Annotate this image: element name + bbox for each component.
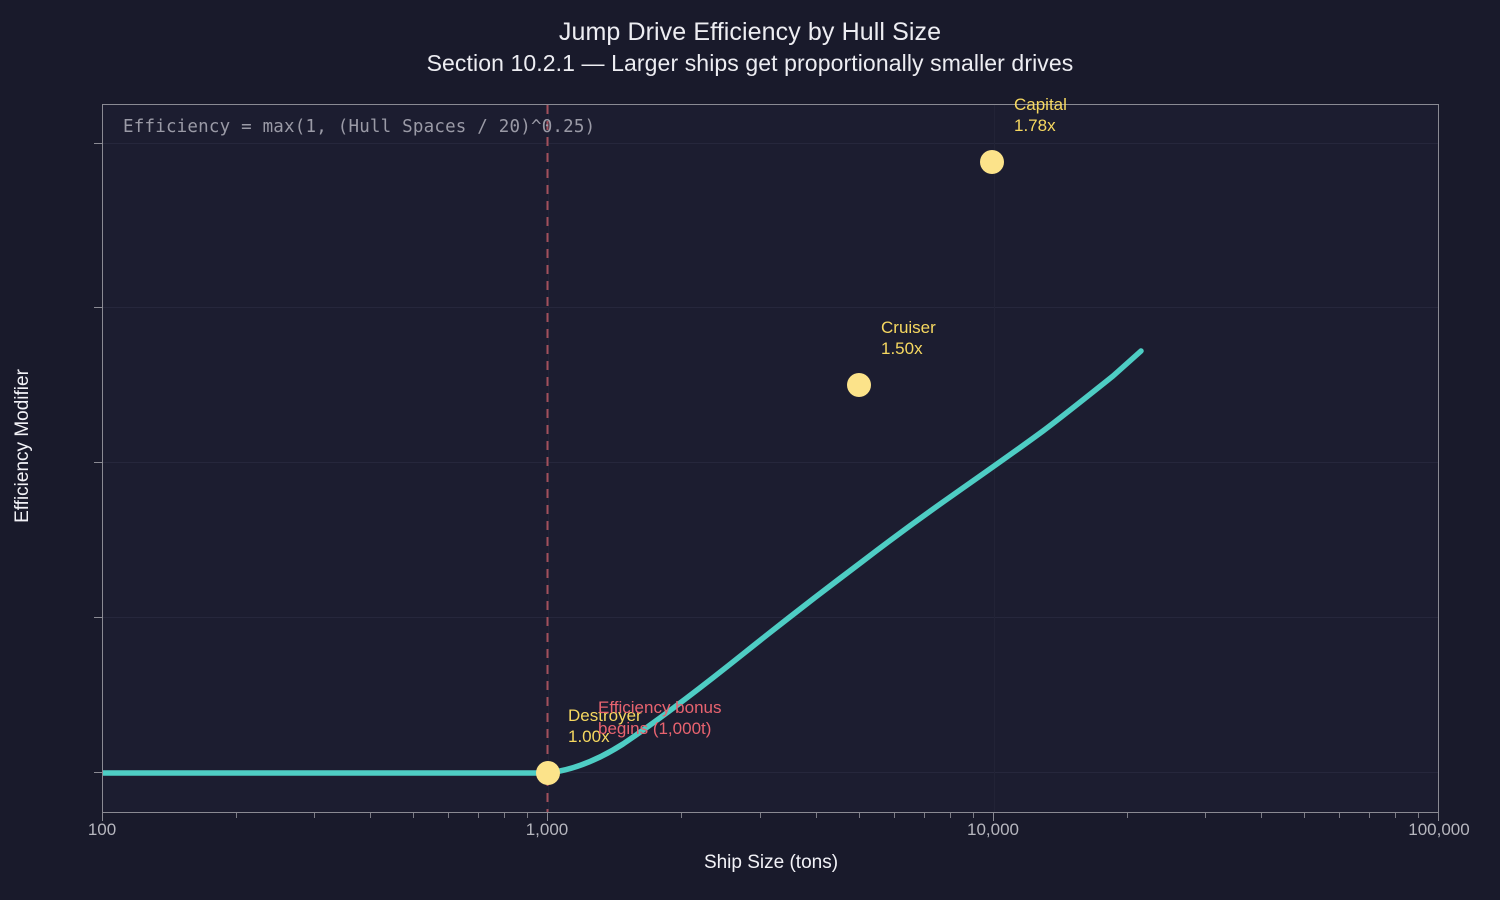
x-tick-minor xyxy=(314,813,316,818)
x-tick-label-100000: 100,000 xyxy=(1408,820,1470,839)
x-tick-mark-1000 xyxy=(547,813,549,821)
y-tick-mark-1.6 xyxy=(94,307,102,309)
x-tick-minor xyxy=(1205,813,1207,818)
x-tick-minor xyxy=(370,813,372,818)
chart-subtitle: Section 10.2.1 — Larger ships get propor… xyxy=(426,50,1074,76)
y-tick-mark-1.8 xyxy=(94,143,102,145)
x-tick-minor xyxy=(504,813,506,818)
marker-capital[interactable] xyxy=(980,150,1004,174)
plot-area: Efficiency = max(1, (Hull Spaces / 20)^0… xyxy=(102,104,1439,813)
x-tick-minor xyxy=(816,813,818,818)
chart-canvas xyxy=(103,105,1144,812)
x-tick-minor xyxy=(1261,813,1263,818)
x-tick-minor xyxy=(478,813,480,818)
gridline-y-1.2 xyxy=(103,617,1438,618)
efficiency-curve xyxy=(103,348,1144,776)
x-tick-minor xyxy=(1127,813,1129,818)
gridline-y-1.8 xyxy=(103,143,1438,144)
x-tick-label-1000: 1,000 xyxy=(525,820,569,839)
x-tick-minor xyxy=(527,813,529,818)
x-tick-minor xyxy=(894,813,896,818)
gridline-y-1.0 xyxy=(103,772,1438,773)
gridline-y-1.4 xyxy=(103,462,1438,463)
x-tick-label-10000: 10,000 xyxy=(967,820,1019,839)
y-tick-mark-1.2 xyxy=(94,617,102,619)
gridline-y-1.6 xyxy=(103,307,1438,308)
x-tick-minor xyxy=(681,813,683,818)
x-tick-minor xyxy=(1339,813,1341,818)
y-tick-mark-1.4 xyxy=(94,462,102,464)
x-tick-mark-10000 xyxy=(993,813,995,821)
x-tick-minor xyxy=(1395,813,1397,818)
x-tick-minor xyxy=(859,813,861,818)
x-axis-label: Ship Size (tons) xyxy=(703,852,839,873)
x-tick-minor xyxy=(1304,813,1306,818)
x-tick-label-100: 100 xyxy=(87,820,117,839)
formula-annotation: Efficiency = max(1, (Hull Spaces / 20)^0… xyxy=(123,117,596,137)
plot-inner xyxy=(103,105,1438,812)
y-axis-label: Efficiency Modifier xyxy=(12,369,33,523)
y-tick-mark-1.0 xyxy=(94,772,102,774)
x-tick-minor xyxy=(924,813,926,818)
x-tick-minor xyxy=(413,813,415,818)
title-block: Jump Drive Efficiency by Hull Size Secti… xyxy=(0,16,1500,79)
x-tick-minor xyxy=(973,813,975,818)
x-tick-minor xyxy=(760,813,762,818)
x-tick-minor xyxy=(236,813,238,818)
x-tick-mark-100 xyxy=(102,813,104,821)
marker-destroyer[interactable] xyxy=(536,761,560,785)
marker-cruiser[interactable] xyxy=(847,373,871,397)
x-tick-minor xyxy=(1369,813,1371,818)
x-tick-minor xyxy=(1418,813,1420,818)
x-tick-mark-100000 xyxy=(1438,813,1440,821)
page-title: Jump Drive Efficiency by Hull Size xyxy=(558,18,942,46)
x-tick-minor xyxy=(950,813,952,818)
gridline-x-10000 xyxy=(994,105,995,812)
x-tick-minor xyxy=(448,813,450,818)
